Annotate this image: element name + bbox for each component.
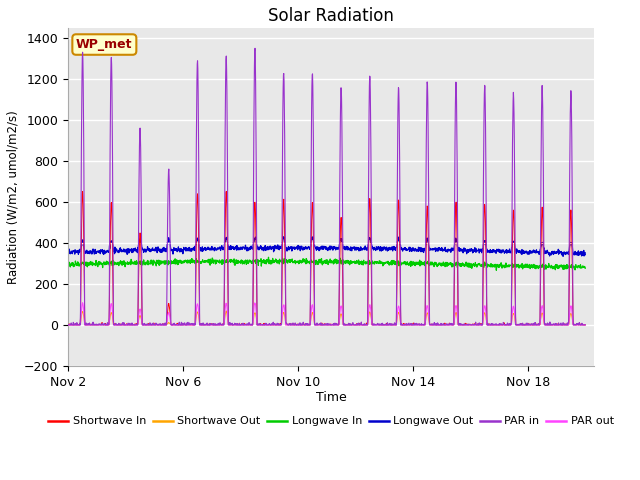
Line: Longwave Out: Longwave Out: [68, 237, 585, 256]
PAR out: [581, 322, 589, 328]
Line: PAR in: PAR in: [68, 48, 585, 325]
Shortwave Out: [295, 322, 303, 328]
Shortwave Out: [223, 308, 230, 314]
Longwave Out: [280, 234, 287, 240]
PAR out: [65, 322, 72, 328]
PAR in: [340, 320, 348, 326]
Shortwave Out: [581, 322, 589, 328]
Shortwave In: [65, 322, 72, 327]
Longwave In: [95, 260, 102, 265]
Shortwave In: [95, 322, 103, 328]
PAR in: [95, 322, 103, 328]
Longwave In: [287, 260, 294, 265]
Longwave Out: [95, 249, 102, 255]
PAR out: [95, 322, 103, 328]
Longwave Out: [559, 253, 567, 259]
X-axis label: Time: Time: [316, 391, 346, 404]
Shortwave Out: [340, 322, 348, 327]
Longwave Out: [511, 240, 518, 245]
Title: Solar Radiation: Solar Radiation: [268, 7, 394, 25]
Shortwave In: [397, 322, 405, 328]
PAR out: [79, 300, 86, 306]
Shortwave In: [65, 322, 72, 328]
PAR out: [397, 322, 404, 328]
PAR in: [251, 46, 259, 51]
Shortwave Out: [397, 322, 404, 328]
Longwave Out: [287, 244, 294, 250]
Shortwave In: [223, 189, 230, 194]
Shortwave In: [287, 322, 294, 327]
Line: Shortwave In: Shortwave In: [68, 192, 585, 325]
Longwave Out: [65, 248, 72, 253]
Longwave In: [397, 260, 404, 266]
Longwave In: [493, 267, 500, 273]
Shortwave In: [295, 322, 303, 328]
PAR out: [340, 322, 348, 328]
Shortwave Out: [65, 322, 72, 328]
Text: WP_met: WP_met: [76, 38, 132, 51]
PAR in: [295, 322, 303, 328]
Line: Longwave In: Longwave In: [68, 257, 585, 270]
Legend: Shortwave In, Shortwave Out, Longwave In, Longwave Out, PAR in, PAR out: Shortwave In, Shortwave Out, Longwave In…: [44, 412, 618, 431]
PAR in: [397, 321, 405, 327]
PAR in: [511, 168, 518, 173]
PAR out: [287, 322, 294, 328]
PAR out: [511, 307, 518, 312]
Longwave In: [295, 261, 303, 266]
Y-axis label: Radiation (W/m2, umol/m2/s): Radiation (W/m2, umol/m2/s): [7, 110, 20, 284]
PAR out: [295, 322, 303, 328]
Longwave In: [511, 264, 518, 269]
Shortwave Out: [95, 322, 102, 328]
Longwave In: [581, 265, 589, 271]
Line: Shortwave Out: Shortwave Out: [68, 311, 585, 325]
Longwave Out: [397, 246, 404, 252]
PAR in: [581, 322, 589, 328]
Shortwave In: [581, 322, 589, 328]
Shortwave In: [340, 322, 348, 328]
Longwave In: [65, 264, 72, 270]
Longwave Out: [581, 250, 589, 256]
Longwave In: [265, 254, 273, 260]
Shortwave In: [511, 246, 518, 252]
PAR in: [287, 322, 294, 328]
PAR in: [65, 322, 73, 328]
Line: PAR out: PAR out: [68, 303, 585, 325]
Longwave In: [340, 258, 348, 264]
Longwave Out: [295, 245, 303, 251]
Shortwave Out: [511, 312, 518, 318]
Shortwave Out: [287, 322, 294, 327]
Longwave Out: [340, 245, 348, 251]
PAR in: [65, 322, 72, 327]
